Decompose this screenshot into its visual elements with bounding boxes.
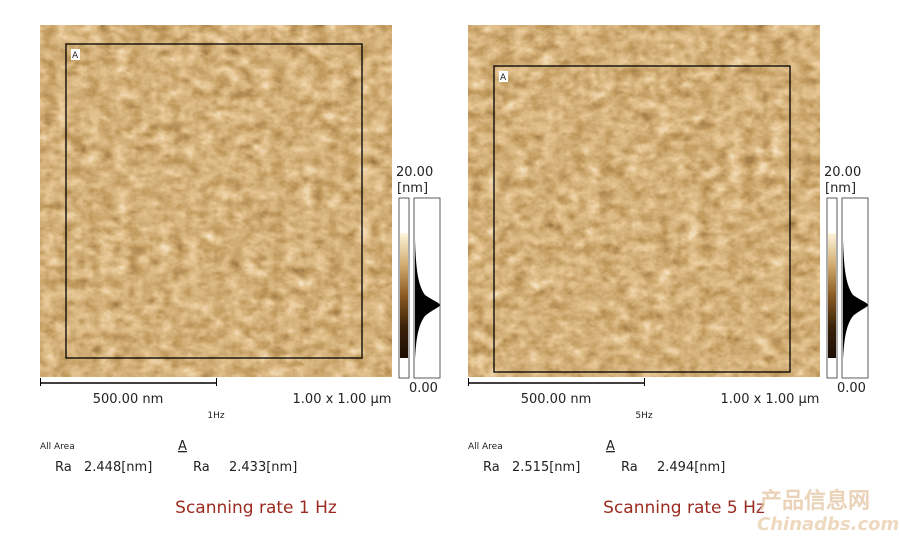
- frame-label-bg: [71, 49, 80, 60]
- scale-bar-label: 500.00 nm: [93, 392, 164, 407]
- area-frame: [493, 65, 791, 373]
- scale-max: 20.00: [396, 165, 433, 180]
- afm-image: [468, 25, 820, 377]
- scale-max: 20.00: [824, 165, 861, 180]
- scale-unit: [nm]: [397, 181, 428, 196]
- ra-value: 2.515[nm]: [512, 460, 580, 475]
- scan-rate: 5Hz: [635, 411, 652, 421]
- frame-label: A: [72, 51, 79, 61]
- ra-label: Ra: [621, 460, 638, 475]
- scale-min: 0.00: [837, 381, 866, 396]
- area-all-label: All Area: [40, 442, 75, 452]
- ra-value: 2.494[nm]: [657, 460, 725, 475]
- watermark: Chinadbs.com: [757, 514, 899, 535]
- afm-panel: A 20.00[nm] 0.00 500.00 nm 5Hz 1.00 x 1.00 µm…: [468, 25, 869, 518]
- ra-label: Ra: [193, 460, 210, 475]
- ra-label: Ra: [55, 460, 72, 475]
- caption: Scanning rate 5 Hz: [603, 498, 765, 518]
- area-all-label: All Area: [468, 442, 503, 452]
- frame-label: A: [500, 73, 507, 83]
- area-a-label: A: [606, 439, 615, 454]
- area-a-label: A: [178, 439, 187, 454]
- ra-label: Ra: [483, 460, 500, 475]
- scale-min: 0.00: [409, 381, 438, 396]
- scan-size: 1.00 x 1.00 µm: [293, 392, 392, 407]
- afm-image: [40, 25, 392, 377]
- color-bar-fill: [400, 233, 408, 358]
- color-bar-fill: [828, 233, 836, 358]
- scan-rate: 1Hz: [207, 411, 224, 421]
- watermark: 产品信息网: [760, 488, 870, 514]
- area-frame: [65, 43, 363, 359]
- histogram: [415, 240, 440, 360]
- histogram: [843, 240, 868, 360]
- ra-value: 2.448[nm]: [84, 460, 152, 475]
- scan-size: 1.00 x 1.00 µm: [721, 392, 820, 407]
- caption: Scanning rate 1 Hz: [175, 498, 337, 518]
- afm-panel: A 20.00[nm] 0.00 500.00 nm 1Hz 1.00 x 1.00 µm…: [40, 25, 441, 518]
- frame-label-bg: [499, 71, 508, 82]
- ra-value: 2.433[nm]: [229, 460, 297, 475]
- scale-unit: [nm]: [825, 181, 856, 196]
- scale-bar-label: 500.00 nm: [521, 392, 592, 407]
